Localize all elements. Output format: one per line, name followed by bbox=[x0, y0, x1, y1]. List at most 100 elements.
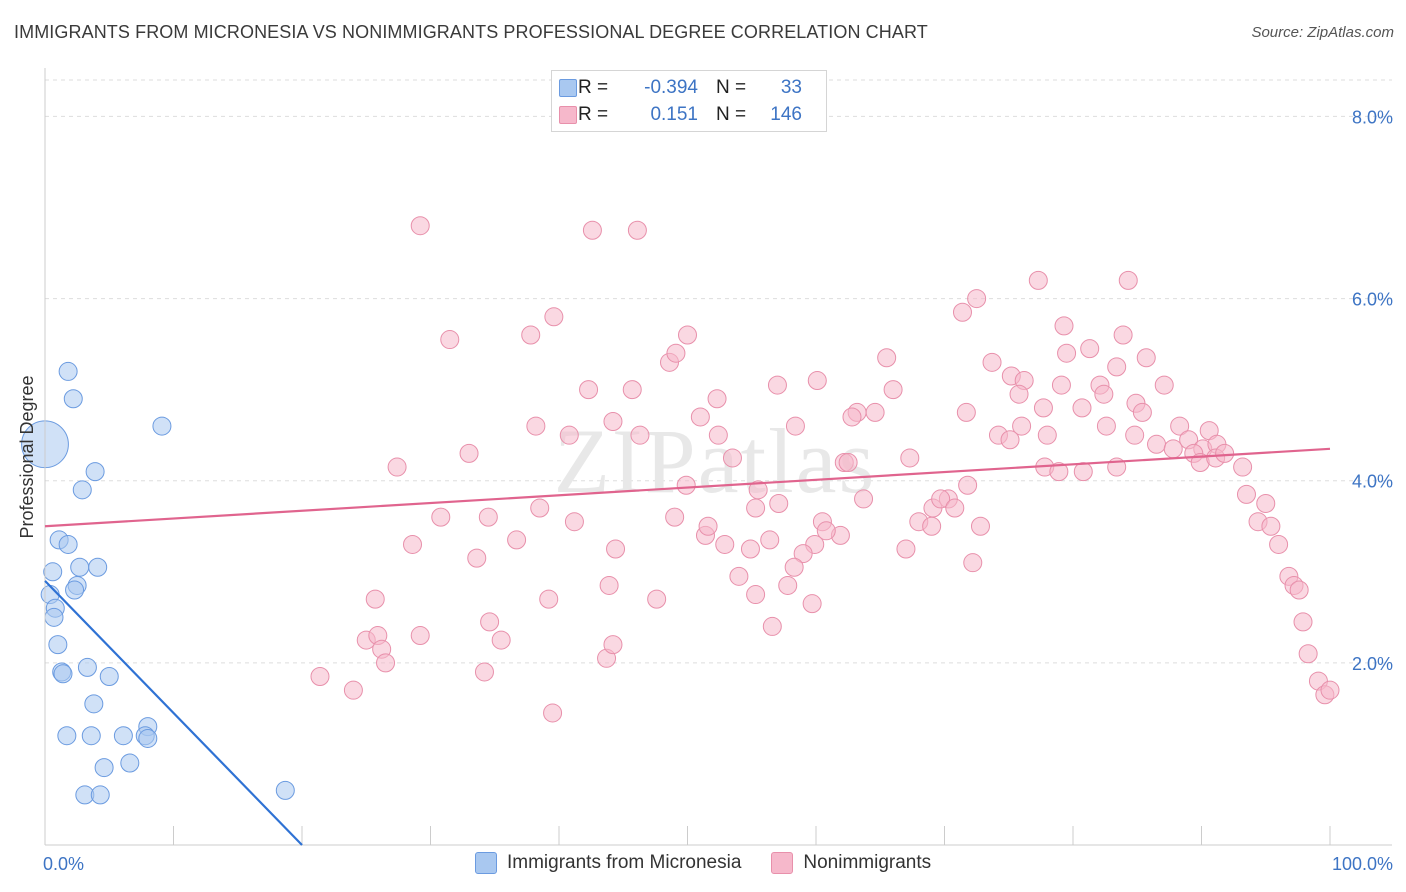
pink-data-point bbox=[900, 448, 920, 468]
pink-data-point bbox=[1037, 425, 1057, 445]
blue-data-point bbox=[65, 580, 85, 600]
pink-data-point bbox=[1073, 462, 1093, 482]
pink-data-point bbox=[480, 612, 500, 632]
pink-data-point bbox=[559, 425, 579, 445]
stats-blue-r-label: R = bbox=[578, 76, 609, 98]
pink-data-point bbox=[666, 343, 686, 363]
legend-label-pink: Nonimmigrants bbox=[803, 852, 932, 873]
blue-data-point bbox=[81, 726, 101, 746]
pink-data-point bbox=[1147, 434, 1167, 454]
blue-data-point bbox=[58, 361, 78, 381]
pink-data-point bbox=[931, 489, 951, 509]
blue-data-point bbox=[113, 726, 133, 746]
pink-data-point bbox=[599, 575, 619, 595]
legend-label-blue: Immigrants from Micronesia bbox=[507, 852, 742, 873]
pink-data-point bbox=[1057, 343, 1077, 363]
pink-data-point bbox=[762, 616, 782, 636]
pink-data-point bbox=[715, 534, 735, 554]
pink-data-point bbox=[507, 530, 527, 550]
blue-data-point bbox=[44, 607, 64, 627]
chart-title: IMMIGRANTS FROM MICRONESIA VS NONIMMIGRA… bbox=[14, 22, 928, 42]
pink-data-point bbox=[1170, 416, 1190, 436]
pink-data-point bbox=[952, 302, 972, 322]
blue-data-point bbox=[94, 758, 114, 778]
points-layer bbox=[21, 216, 1340, 805]
stats-row-pink: R = 0.151 N = 146 bbox=[559, 101, 802, 128]
pink-data-point bbox=[622, 380, 642, 400]
stats-pink-r-value: 0.151 bbox=[650, 103, 698, 125]
pink-data-point bbox=[967, 289, 987, 309]
pink-data-point bbox=[1132, 402, 1152, 422]
pink-data-point bbox=[1113, 325, 1133, 345]
pink-data-point bbox=[627, 220, 647, 240]
blue-data-point bbox=[152, 416, 172, 436]
y-axis-label: Professional Degree bbox=[17, 375, 37, 538]
legend-swatch-blue bbox=[475, 852, 497, 874]
stats-blue-r-value: -0.394 bbox=[644, 76, 698, 98]
pink-data-point bbox=[1154, 375, 1174, 395]
y-tick-label: 6.0% bbox=[1352, 290, 1393, 310]
blue-data-point bbox=[99, 667, 119, 687]
pink-data-point bbox=[698, 516, 718, 536]
legend-item-pink[interactable]: Nonimmigrants bbox=[771, 852, 931, 874]
pink-data-point bbox=[526, 416, 546, 436]
pink-data-point bbox=[1293, 612, 1313, 632]
blue-data-point bbox=[90, 785, 110, 805]
pink-data-point bbox=[676, 475, 696, 495]
pink-data-point bbox=[1269, 534, 1289, 554]
pink-data-point bbox=[1136, 348, 1156, 368]
pink-data-point bbox=[1256, 493, 1276, 513]
pink-data-point bbox=[1261, 516, 1281, 536]
pink-data-point bbox=[440, 330, 460, 350]
pink-data-point bbox=[784, 557, 804, 577]
blue-data-point bbox=[85, 462, 105, 482]
pink-data-point bbox=[603, 412, 623, 432]
blue-data-point bbox=[77, 657, 97, 677]
pink-data-point bbox=[922, 516, 942, 536]
pink-data-point bbox=[970, 516, 990, 536]
pink-data-point bbox=[478, 507, 498, 527]
pink-data-point bbox=[530, 498, 550, 518]
pink-data-point bbox=[746, 585, 766, 605]
pink-data-point bbox=[665, 507, 685, 527]
pink-data-point bbox=[606, 539, 626, 559]
pink-trendline bbox=[44, 447, 1331, 528]
pink-data-point bbox=[1009, 384, 1029, 404]
pink-data-point bbox=[707, 389, 727, 409]
pink-data-point bbox=[963, 553, 983, 573]
stats-blue-n-value: 33 bbox=[780, 76, 802, 98]
pink-data-point bbox=[539, 589, 559, 609]
pink-data-point bbox=[1049, 462, 1069, 482]
pink-data-point bbox=[544, 307, 564, 327]
pink-data-point bbox=[769, 493, 789, 513]
pink-data-point bbox=[760, 530, 780, 550]
pink-data-point bbox=[802, 594, 822, 614]
pink-data-point bbox=[1118, 270, 1138, 290]
legend: Immigrants from Micronesia Nonimmigrants bbox=[475, 852, 931, 874]
pink-data-point bbox=[410, 216, 430, 236]
pink-data-point bbox=[956, 402, 976, 422]
y-tick-label: 4.0% bbox=[1352, 472, 1393, 492]
blue-data-point bbox=[120, 753, 140, 773]
pink-data-point bbox=[877, 348, 897, 368]
pink-data-point bbox=[365, 589, 385, 609]
pink-data-point bbox=[854, 489, 874, 509]
blue-data-point bbox=[88, 557, 108, 577]
stats-swatch-pink bbox=[559, 106, 577, 124]
pink-data-point bbox=[807, 371, 827, 391]
pink-data-point bbox=[310, 667, 330, 687]
blue-data-point bbox=[138, 728, 158, 748]
pink-data-point bbox=[403, 534, 423, 554]
pink-data-point bbox=[1072, 398, 1092, 418]
pink-data-point bbox=[1028, 270, 1048, 290]
pink-data-point bbox=[474, 662, 494, 682]
blue-data-point bbox=[53, 664, 73, 684]
blue-data-point bbox=[70, 557, 90, 577]
blue-data-point bbox=[58, 534, 78, 554]
pink-data-point bbox=[945, 498, 965, 518]
pink-data-point bbox=[708, 425, 728, 445]
x-tick-label-start: 0.0% bbox=[43, 854, 84, 874]
legend-item-blue[interactable]: Immigrants from Micronesia bbox=[475, 852, 741, 874]
pink-data-point bbox=[816, 521, 836, 541]
stats-pink-n-value: 146 bbox=[770, 103, 802, 125]
